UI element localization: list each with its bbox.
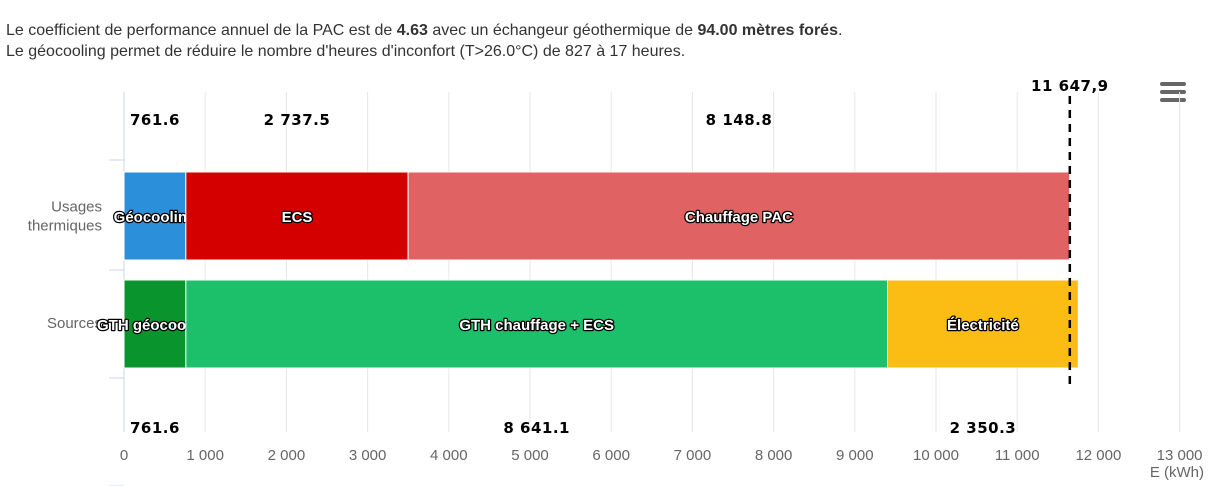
x-tick-label: 1 000 xyxy=(186,447,224,464)
bar-segment xyxy=(185,279,888,369)
bar-segment xyxy=(123,279,187,369)
cop-value: 4.63 xyxy=(396,22,428,39)
x-tick-label: 13 000 xyxy=(1157,447,1203,464)
menu-bar xyxy=(1160,90,1186,94)
value-label: 8 148.8 xyxy=(706,111,773,129)
x-tick-label: 9 000 xyxy=(836,447,874,464)
value-label: 2 350.3 xyxy=(950,419,1017,437)
summary-text-post: . xyxy=(837,22,843,39)
summary-line-2: Le géocooling permet de réduire le nombr… xyxy=(6,43,686,60)
bar-segment xyxy=(123,171,187,261)
segment-label: GTH géocooling xyxy=(97,317,213,334)
x-tick-label: 3 000 xyxy=(349,447,387,464)
x-tick-label: 8 000 xyxy=(755,447,793,464)
summary-text-pre: Le coefficient de performance annuel de … xyxy=(6,22,397,39)
reference-line-label: 11 647,9 xyxy=(1031,77,1109,95)
value-label: 761.6 xyxy=(130,111,180,129)
x-tick-label: 4 000 xyxy=(430,447,468,464)
x-tick-label: 10 000 xyxy=(913,447,959,464)
x-tick-label: 5 000 xyxy=(511,447,549,464)
category-label: Usages xyxy=(51,199,102,216)
menu-bar xyxy=(1160,82,1186,86)
category-label: thermiques xyxy=(28,218,102,235)
x-tick-label: 6 000 xyxy=(592,447,630,464)
bar-segment xyxy=(886,279,1079,369)
x-axis-title: E (kWh) xyxy=(1150,464,1204,481)
summary-text: Le coefficient de performance annuel de … xyxy=(6,20,842,62)
segment-label: ECS xyxy=(282,209,313,226)
value-label: 8 641.1 xyxy=(503,419,570,437)
segment-label: GTH chauffage + ECS xyxy=(459,317,614,334)
x-tick-label: 7 000 xyxy=(674,447,712,464)
summary-text-mid: avec un échangeur géothermique de xyxy=(427,22,698,39)
menu-bar xyxy=(1160,98,1186,102)
summary-line-1: Le coefficient de performance annuel de … xyxy=(6,20,842,41)
bar-segment xyxy=(185,171,409,261)
segment-label: Chauffage PAC xyxy=(685,209,793,226)
x-tick-label: 12 000 xyxy=(1075,447,1121,464)
depth-value: 94.00 mètres forés xyxy=(697,22,838,39)
hamburger-menu-icon[interactable] xyxy=(1158,82,1188,108)
segment-label: Électricité xyxy=(947,317,1019,334)
x-tick-label: 11 000 xyxy=(995,447,1040,464)
value-label: 2 737.5 xyxy=(264,111,331,129)
x-tick-label: 2 000 xyxy=(268,447,306,464)
category-label: Sources xyxy=(47,315,102,332)
segment-label: Géocooling xyxy=(114,209,197,226)
value-label: 761.6 xyxy=(130,419,180,437)
x-tick-label: 0 xyxy=(120,447,128,464)
